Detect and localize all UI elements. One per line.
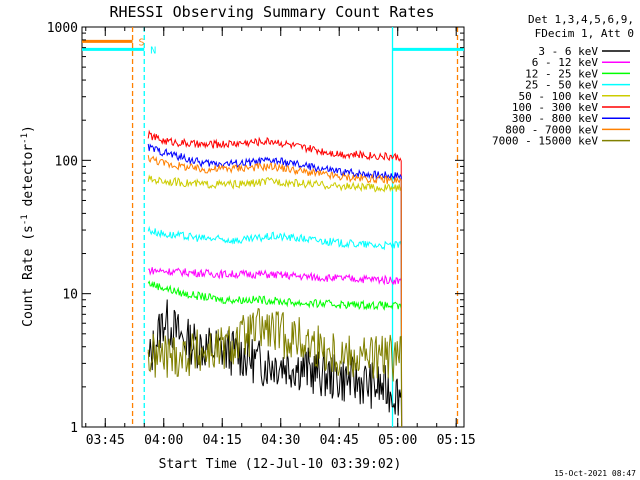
legend: Det 1,3,4,5,6,9, FDecim 1, Att 0 3 - 6 k… — [492, 13, 634, 148]
x-tick-label: 04:00 — [144, 433, 183, 448]
series-line — [147, 143, 403, 428]
legend-label: 800 - 7000 keV — [505, 123, 598, 136]
y-axis-label: Count Rate (s-1 detector-1) — [20, 125, 36, 327]
timestamp: 15-Oct-2021 08:47 — [554, 469, 636, 478]
y-tick-label: 1000 — [47, 21, 78, 36]
legend-header-line-2: FDecim 1, Att 0 — [535, 27, 634, 40]
x-tick-label: 05:00 — [378, 433, 417, 448]
series-line — [147, 225, 403, 428]
series-line — [148, 267, 403, 428]
x-tick-label: 04:30 — [261, 433, 300, 448]
marker-lines — [131, 27, 459, 427]
legend-label: 25 - 50 keV — [525, 79, 598, 92]
legend-label: 100 - 300 keV — [512, 101, 598, 114]
series-layer — [147, 129, 403, 428]
y-tick-label: 1 — [70, 421, 78, 436]
series-line — [147, 129, 403, 428]
x-axis-label: Start Time (12-Jul-10 03:39:02) — [159, 457, 402, 472]
legend-label: 12 - 25 keV — [525, 67, 598, 80]
chart-title: RHESSI Observing Summary Count Rates — [109, 3, 434, 21]
flag-label: N — [150, 45, 156, 56]
flag-label: S — [139, 37, 145, 48]
legend-label: 300 - 800 keV — [512, 112, 598, 125]
legend-label: 6 - 12 keV — [532, 56, 599, 69]
x-tick-label: 04:15 — [203, 433, 242, 448]
x-tick-label: 05:15 — [437, 433, 476, 448]
legend-header-line-1: Det 1,3,4,5,6,9, — [528, 13, 634, 26]
x-axis: 03:45 04:00 04:15 04:30 04:45 05:00 05:15 — [85, 27, 476, 448]
x-tick-label: 04:45 — [320, 433, 359, 448]
series-line — [147, 155, 403, 428]
y-tick-label: 100 — [55, 154, 78, 169]
flags-layer: SN — [82, 37, 464, 56]
legend-label: 3 - 6 keV — [538, 45, 598, 58]
x-tick-label: 03:45 — [86, 433, 125, 448]
series-line — [147, 174, 403, 428]
y-axis: 1 10 100 1000 — [47, 21, 464, 436]
series-line — [147, 307, 403, 428]
plot-frame — [81, 26, 465, 428]
y-tick-label: 10 — [62, 288, 78, 303]
legend-label: 7000 - 15000 keV — [492, 135, 598, 148]
series-line — [147, 299, 403, 428]
legend-label: 50 - 100 keV — [519, 90, 599, 103]
series-line — [147, 280, 403, 428]
